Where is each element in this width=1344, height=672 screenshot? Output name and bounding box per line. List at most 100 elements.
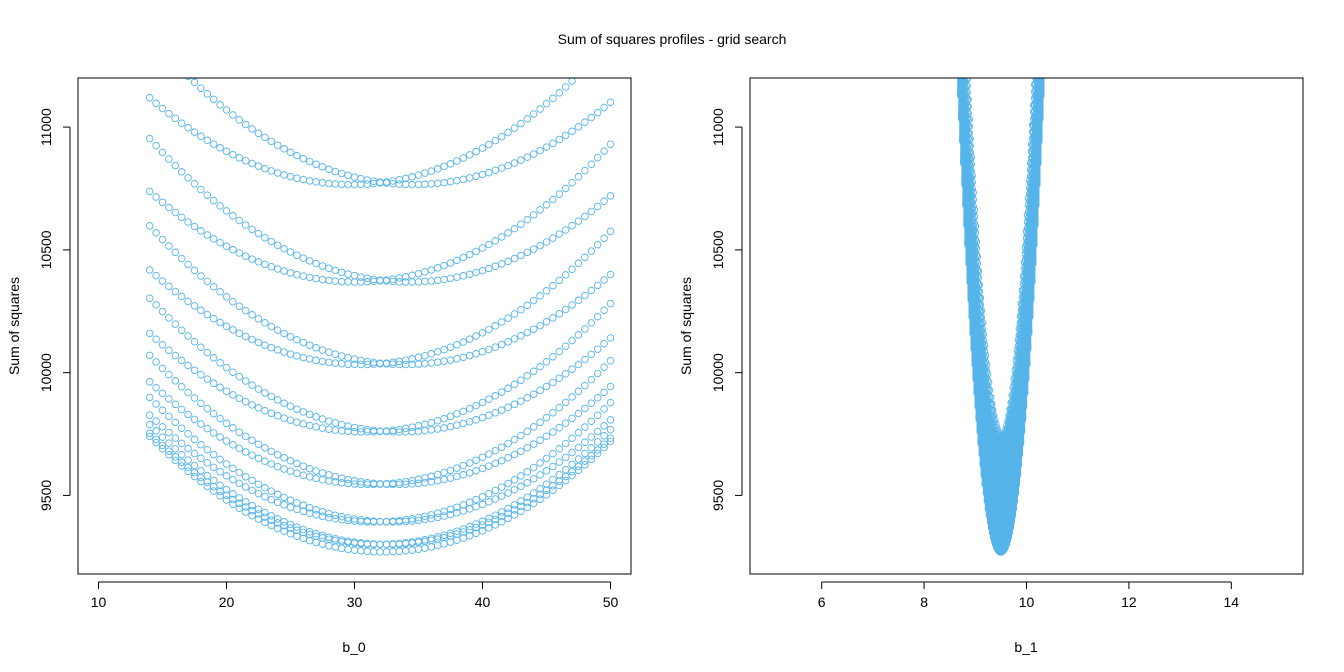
data-point <box>510 511 519 519</box>
data-point <box>555 190 564 198</box>
data-point <box>574 466 583 475</box>
data-point <box>581 325 589 333</box>
data-point <box>299 420 308 428</box>
data-point <box>421 169 429 177</box>
data-point <box>325 417 333 425</box>
data-point <box>568 434 576 442</box>
data-point <box>305 536 314 545</box>
data-point <box>440 345 448 354</box>
data-point <box>427 277 436 285</box>
data-point <box>241 377 250 385</box>
data-point <box>203 348 212 357</box>
data-point <box>504 384 512 393</box>
data-point <box>248 335 256 344</box>
data-point <box>344 475 352 484</box>
data-point <box>975 319 984 327</box>
data-point <box>177 254 186 263</box>
data-point <box>587 399 596 407</box>
scatter-points-b0 <box>145 78 615 556</box>
data-point <box>465 526 474 534</box>
data-point <box>510 310 519 318</box>
data-point <box>158 433 167 441</box>
data-point <box>299 525 308 534</box>
data-point <box>472 172 480 181</box>
data-point <box>491 511 500 519</box>
data-point <box>478 453 487 461</box>
data-point <box>209 463 218 472</box>
data-point <box>145 266 154 274</box>
data-point <box>280 414 288 422</box>
data-point <box>491 515 500 524</box>
data-point <box>529 245 538 253</box>
data-point <box>491 409 500 417</box>
data-point <box>395 547 404 556</box>
data-point <box>229 368 237 376</box>
data-point <box>529 390 538 398</box>
data-point <box>376 480 384 488</box>
data-point <box>485 325 493 334</box>
data-point <box>421 351 429 360</box>
data-point <box>529 110 538 118</box>
data-point <box>152 99 160 108</box>
data-point <box>459 338 468 346</box>
data-point <box>593 438 602 446</box>
data-point <box>184 218 192 226</box>
data-point <box>453 340 461 349</box>
data-point <box>491 322 500 330</box>
data-point <box>542 318 551 326</box>
data-point <box>574 123 583 131</box>
data-point <box>145 187 154 196</box>
data-point <box>267 521 276 530</box>
data-point <box>389 428 397 436</box>
data-point <box>472 247 480 256</box>
data-point <box>280 348 288 356</box>
data-point <box>440 261 448 270</box>
data-point <box>165 346 173 354</box>
data-point <box>421 180 429 189</box>
data-point <box>523 427 532 436</box>
data-point <box>241 432 250 441</box>
data-point <box>440 178 448 187</box>
data-point <box>203 310 212 319</box>
data-point <box>171 400 180 409</box>
data-point <box>459 471 468 479</box>
data-point <box>606 270 615 279</box>
data-point <box>459 272 468 280</box>
data-point <box>325 165 333 174</box>
data-point <box>581 381 589 390</box>
data-point <box>197 440 205 449</box>
data-point <box>421 420 429 429</box>
data-point <box>561 465 570 474</box>
data-point <box>171 351 180 360</box>
data-point <box>574 217 583 225</box>
data-point <box>312 160 320 169</box>
data-point <box>197 306 205 315</box>
data-point <box>465 498 474 507</box>
data-point <box>574 331 583 339</box>
data-point <box>190 449 199 458</box>
data-point <box>152 438 160 447</box>
data-point <box>344 353 352 362</box>
data-point <box>337 536 346 544</box>
data-point <box>273 490 282 499</box>
data-point <box>593 281 602 290</box>
data-point <box>222 322 231 331</box>
data-point <box>152 141 160 150</box>
data-point <box>549 94 557 103</box>
data-point <box>344 278 352 286</box>
data-point <box>357 278 365 286</box>
data-point <box>414 545 423 553</box>
data-point <box>261 508 269 517</box>
data-point <box>561 370 570 378</box>
data-point <box>267 343 276 352</box>
data-point <box>517 397 525 405</box>
data-point <box>427 543 436 551</box>
data-point <box>254 454 263 463</box>
data-point <box>975 324 984 333</box>
data-point <box>267 237 276 246</box>
data-point <box>510 501 519 509</box>
data-point <box>529 499 538 508</box>
data-point <box>299 154 308 163</box>
data-point <box>158 198 167 207</box>
data-point <box>318 469 327 477</box>
